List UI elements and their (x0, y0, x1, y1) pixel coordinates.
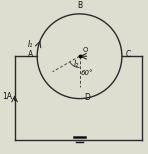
Text: I₁: I₁ (28, 41, 33, 49)
Text: I₂: I₂ (74, 61, 79, 69)
Text: 1A: 1A (2, 92, 12, 101)
Text: B: B (77, 1, 82, 10)
Text: O: O (82, 47, 88, 53)
Text: D: D (84, 93, 90, 102)
Text: A: A (28, 50, 34, 59)
Text: 60°: 60° (81, 70, 93, 76)
Text: C: C (125, 50, 131, 59)
